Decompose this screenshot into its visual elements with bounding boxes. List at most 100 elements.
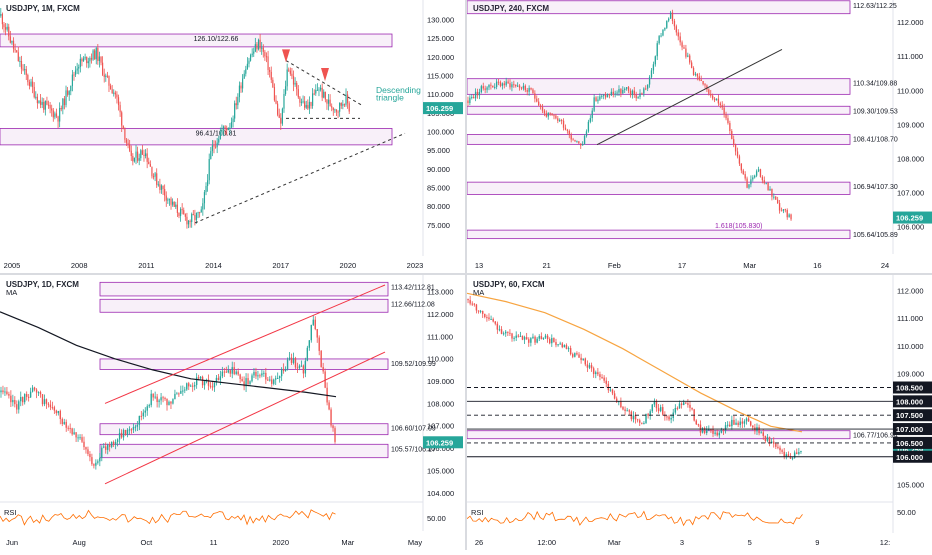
candle-body	[179, 209, 182, 217]
candle-body	[467, 298, 469, 301]
x-tick-label: 2020	[339, 261, 356, 270]
candle-body	[246, 63, 248, 70]
candle-body	[727, 118, 729, 124]
candle-body	[216, 142, 218, 148]
candle-body	[275, 100, 277, 104]
candle-body	[316, 89, 318, 91]
candle-body	[536, 98, 538, 102]
candle-body	[210, 151, 212, 159]
candle-body	[229, 370, 231, 374]
candle-body	[484, 88, 486, 90]
candle-body	[502, 333, 505, 335]
zone-label: 105.64/105.89	[853, 232, 898, 239]
y-tick-label: 108.000	[427, 399, 454, 408]
candle-body	[170, 401, 172, 404]
rsi-level-label: 50.00	[897, 508, 916, 517]
candle-body	[628, 410, 630, 412]
candle-body	[702, 80, 704, 85]
candle-body	[590, 365, 593, 369]
candle-body	[574, 353, 576, 357]
chart-svg-monthly[interactable]: USDJPY, 1M, FXCM 75.000 80.000 85.000 90.00…	[0, 0, 465, 273]
candle-body	[312, 319, 314, 325]
candle-body	[605, 380, 607, 384]
candle-body	[152, 176, 155, 178]
panel-divider-vertical	[465, 0, 467, 550]
candle-body	[95, 47, 97, 60]
candle-body	[68, 91, 70, 95]
candle-body	[55, 410, 58, 414]
candle-body	[261, 47, 263, 49]
candle-body	[538, 336, 540, 339]
candle-body	[267, 56, 269, 70]
candle-body	[152, 393, 154, 398]
candle-body	[721, 105, 723, 108]
candle-body	[583, 136, 586, 145]
y-tick-label: 110.000	[897, 86, 924, 95]
candle-body	[572, 139, 574, 141]
price-level-badge	[893, 436, 932, 449]
candle-body	[624, 409, 626, 411]
candle-body	[576, 353, 578, 355]
y-tick-label: 120.000	[427, 53, 454, 62]
chart-svg-h1[interactable]: USDJPY, 60, FXCM 105.000106.000107.00010…	[466, 273, 932, 550]
candle-body	[92, 50, 94, 60]
candle-body	[675, 26, 678, 33]
candle-body	[24, 69, 26, 71]
candle-body	[269, 69, 271, 72]
chart-panel-h1[interactable]: USDJPY, 60, FXCM 105.000106.000107.00010…	[466, 273, 932, 550]
candle-body	[158, 400, 160, 403]
candle-body	[645, 88, 647, 90]
candle-body	[4, 27, 7, 30]
candle-body	[57, 116, 59, 122]
candle-body	[69, 428, 71, 430]
candle-body	[613, 393, 616, 399]
candle-body	[551, 113, 553, 116]
candle-body	[229, 127, 231, 129]
candle-body	[503, 83, 505, 86]
candle-body	[166, 398, 168, 406]
candle-body	[758, 427, 760, 434]
candle-body	[473, 303, 476, 305]
candle-body	[277, 103, 279, 115]
candle-body	[154, 173, 156, 177]
candle-body	[235, 371, 237, 375]
candle-body	[765, 182, 767, 184]
candle-body	[203, 192, 206, 204]
candle-body	[237, 371, 239, 375]
candle-body	[740, 163, 743, 171]
candle-body	[22, 68, 24, 70]
candle-body	[189, 220, 191, 222]
candle-body	[698, 76, 700, 80]
chart-panel-monthly[interactable]: USDJPY, 1M, FXCM 75.000 80.000 85.000 90.00…	[0, 0, 465, 273]
candle-body	[525, 337, 528, 340]
candle-body	[304, 360, 307, 374]
price-badge	[423, 436, 463, 449]
candle-body	[45, 399, 48, 404]
zone-box	[99, 298, 389, 313]
candle-body	[534, 93, 536, 99]
candle-body	[726, 424, 729, 426]
chart-panel-h4[interactable]: USDJPY, 240, FXCM 106.000 107.000 108.000 1…	[466, 0, 932, 273]
candle-body	[648, 77, 651, 85]
zone-box	[466, 0, 851, 15]
candle-body	[744, 174, 746, 179]
candle-body	[507, 331, 509, 333]
candle-body	[634, 415, 637, 420]
candle-body	[74, 70, 77, 75]
candle-body	[789, 456, 792, 459]
candle-body	[749, 421, 752, 426]
chart-svg-h4[interactable]: USDJPY, 240, FXCM 106.000 107.000 108.000 1…	[466, 0, 932, 273]
candle-body	[691, 407, 693, 410]
candle-body	[110, 441, 113, 447]
candle-body	[511, 333, 513, 339]
candle-body	[659, 407, 662, 412]
chart-svg-daily[interactable]: USDJPY, 1D, FXCM 104.000105.000106.00010…	[0, 273, 465, 550]
candle-body	[567, 348, 570, 350]
candle-body	[14, 48, 16, 51]
candle-body	[174, 393, 176, 400]
candle-body	[759, 169, 762, 177]
panel-divider-horizontal	[0, 273, 932, 275]
y-tick-label: 109.000	[897, 370, 924, 379]
chart-panel-daily[interactable]: USDJPY, 1D, FXCM 104.000 105.000 106.000 10…	[0, 273, 465, 550]
x-tick-label: 17	[678, 261, 686, 270]
